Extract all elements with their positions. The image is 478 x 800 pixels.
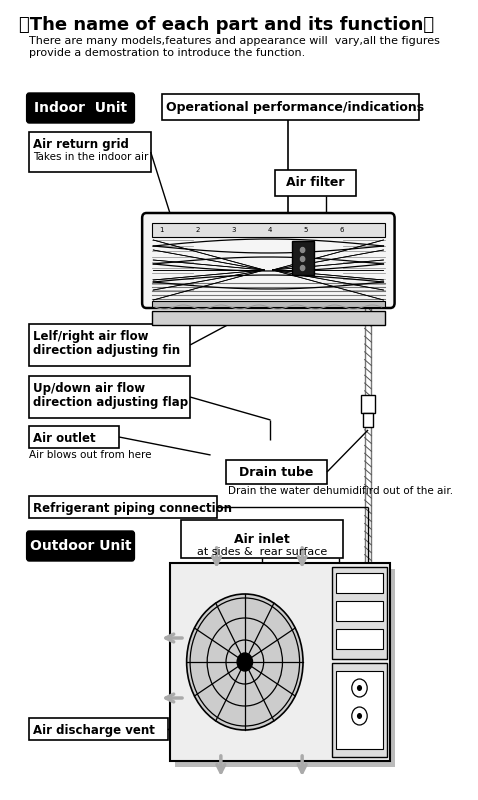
Bar	[29, 718, 168, 740]
Text: direction adjusting fin: direction adjusting fin	[33, 344, 180, 357]
Text: direction adjusting flap: direction adjusting flap	[33, 396, 188, 409]
Text: Lelf/right air flow: Lelf/right air flow	[33, 330, 148, 343]
Text: Drain tube: Drain tube	[239, 466, 314, 478]
Bar	[152, 223, 385, 237]
Text: Air return grid: Air return grid	[33, 138, 129, 151]
Circle shape	[186, 594, 303, 730]
Bar	[152, 301, 385, 307]
Bar	[363, 413, 373, 427]
Text: 3: 3	[231, 227, 236, 233]
Bar	[29, 376, 190, 418]
Text: Air discharge vent: Air discharge vent	[33, 724, 154, 737]
Bar	[181, 520, 343, 558]
Text: 5: 5	[304, 227, 308, 233]
Circle shape	[301, 247, 305, 253]
Text: Up/down air flow: Up/down air flow	[33, 382, 145, 395]
Bar	[170, 563, 391, 761]
FancyBboxPatch shape	[27, 93, 134, 123]
Text: Air inlet: Air inlet	[234, 533, 290, 546]
Text: Air filter: Air filter	[286, 177, 344, 190]
Text: 《The name of each part and its function》: 《The name of each part and its function》	[19, 16, 435, 34]
Circle shape	[357, 685, 362, 691]
Text: Refrigerant piping connection: Refrigerant piping connection	[33, 502, 232, 515]
Circle shape	[357, 713, 362, 719]
Text: Operational performance/indications: Operational performance/indications	[166, 101, 424, 114]
Text: 6: 6	[339, 227, 344, 233]
Text: at sides &  rear surface: at sides & rear surface	[197, 547, 327, 557]
Bar	[337, 629, 382, 649]
Bar	[293, 241, 314, 275]
Bar	[361, 395, 375, 413]
FancyBboxPatch shape	[142, 213, 394, 308]
Bar	[226, 460, 327, 484]
Bar	[332, 663, 387, 757]
Bar	[337, 601, 382, 621]
Bar	[29, 132, 151, 172]
Bar	[332, 567, 387, 659]
Bar	[275, 170, 356, 196]
Bar	[29, 324, 190, 366]
Bar	[337, 671, 382, 749]
Circle shape	[301, 266, 305, 270]
Bar	[152, 311, 385, 325]
Bar	[29, 496, 217, 518]
Text: Takes in the indoor air: Takes in the indoor air	[33, 152, 148, 162]
Text: Outdoor Unit: Outdoor Unit	[30, 539, 131, 553]
Bar	[337, 573, 382, 593]
Text: 4: 4	[268, 227, 272, 233]
Text: There are many models,features and appearance will  vary,all the figures
provide: There are many models,features and appea…	[29, 36, 440, 58]
Bar	[29, 426, 119, 448]
Text: Drain the water dehumidifird out of the air.: Drain the water dehumidifird out of the …	[228, 486, 453, 496]
Circle shape	[301, 257, 305, 262]
Text: 1: 1	[160, 227, 164, 233]
Text: 2: 2	[196, 227, 200, 233]
Bar	[162, 94, 419, 120]
FancyBboxPatch shape	[27, 531, 134, 561]
Text: Air blows out from here: Air blows out from here	[29, 450, 152, 460]
Text: Air outlet: Air outlet	[33, 432, 95, 445]
Text: Indoor  Unit: Indoor Unit	[34, 101, 127, 115]
Bar	[174, 569, 395, 767]
Circle shape	[237, 653, 252, 671]
